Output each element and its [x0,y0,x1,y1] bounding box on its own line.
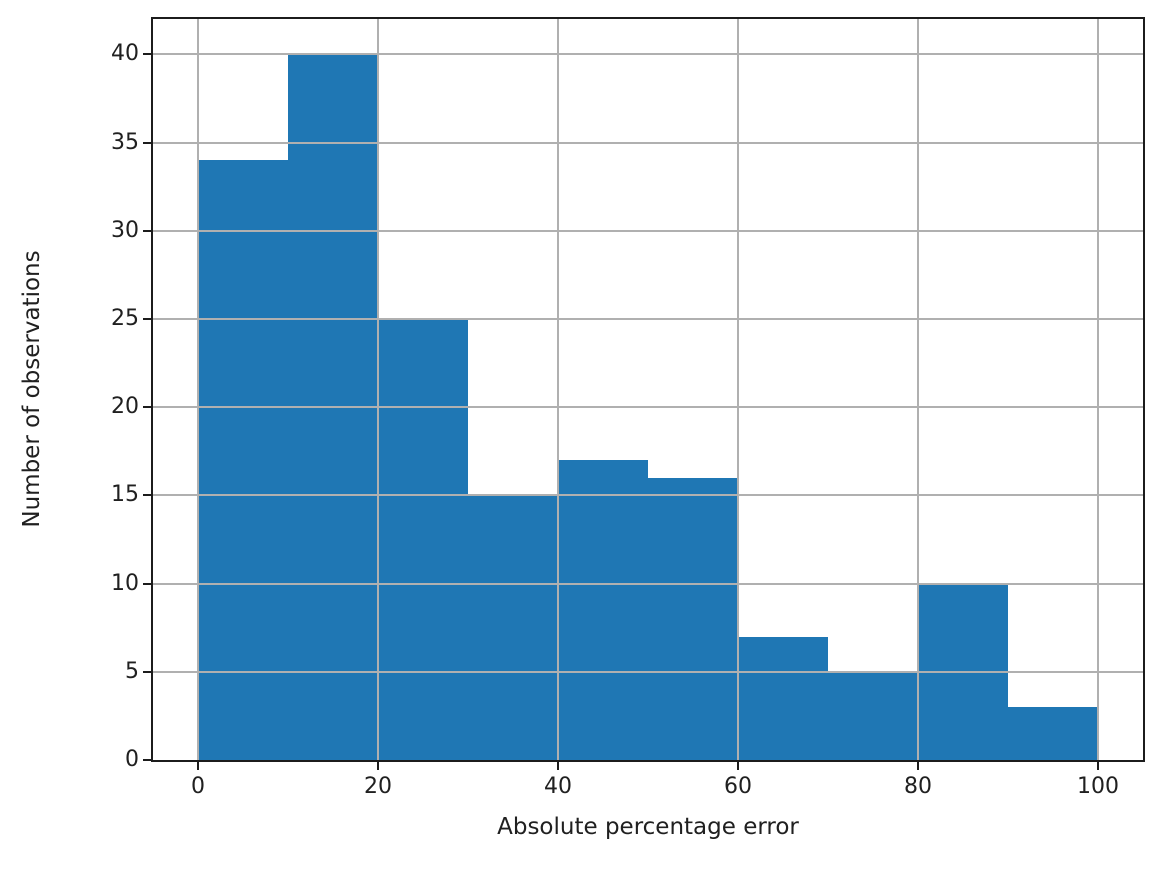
y-tick-label-25: 25 [111,305,139,331]
x-tick-mark-40 [557,762,559,770]
plot-area [153,19,1143,760]
x-tick-mark-100 [1097,762,1099,770]
gridline-y-5 [153,670,1143,673]
gridline-x-0 [197,19,199,760]
histogram-bar-70-80 [828,671,918,760]
gridline-y-30 [153,229,1143,232]
y-tick-label-0: 0 [125,747,139,772]
x-tick-label-80: 80 [904,774,932,799]
histogram-bar-90-100 [1008,707,1098,760]
gridline-y-15 [153,494,1143,497]
gridline-x-80 [917,19,919,760]
x-tick-label-60: 60 [724,774,752,799]
histogram-bar-40-50 [558,460,648,760]
histogram-bar-0-10 [198,160,288,760]
x-tick-label-20: 20 [364,774,392,799]
gridline-y-20 [153,406,1143,409]
y-tick-label-15: 15 [111,482,139,508]
gridline-x-20 [376,19,379,760]
y-tick-mark-40 [143,53,151,56]
y-tick-mark-35 [143,141,151,144]
x-tick-label-100: 100 [1077,774,1119,799]
x-axis-label: Absolute percentage error [497,814,799,840]
y-tick-mark-20 [143,406,151,409]
x-tick-mark-80 [917,762,919,770]
y-tick-label-30: 30 [111,217,139,243]
y-tick-mark-5 [143,670,151,673]
y-tick-label-35: 35 [111,129,139,155]
y-tick-label-5: 5 [125,658,139,684]
histogram-bar-30-40 [468,495,558,760]
y-tick-mark-10 [143,582,151,585]
gridline-x-60 [737,19,739,760]
y-tick-mark-0 [143,759,151,761]
x-tick-mark-0 [197,762,199,770]
y-tick-mark-15 [143,494,151,497]
y-tick-label-40: 40 [111,41,139,67]
x-tick-label-0: 0 [191,774,205,799]
x-tick-label-40: 40 [544,774,572,799]
x-tick-mark-60 [737,762,739,770]
gridline-y-25 [153,317,1143,320]
histogram-bar-60-70 [738,636,828,760]
gridline-y-10 [153,582,1143,585]
gridline-y-35 [153,141,1143,144]
gridline-x-100 [1097,19,1099,760]
y-tick-label-20: 20 [111,394,139,420]
gridline-y-40 [153,53,1143,56]
gridline-x-40 [557,19,559,760]
y-tick-mark-25 [143,317,151,320]
histogram-bar-20-30 [378,318,468,760]
y-tick-label-10: 10 [111,570,139,596]
x-tick-mark-20 [377,762,379,770]
histogram-bar-50-60 [648,477,738,760]
y-tick-mark-30 [143,229,151,232]
